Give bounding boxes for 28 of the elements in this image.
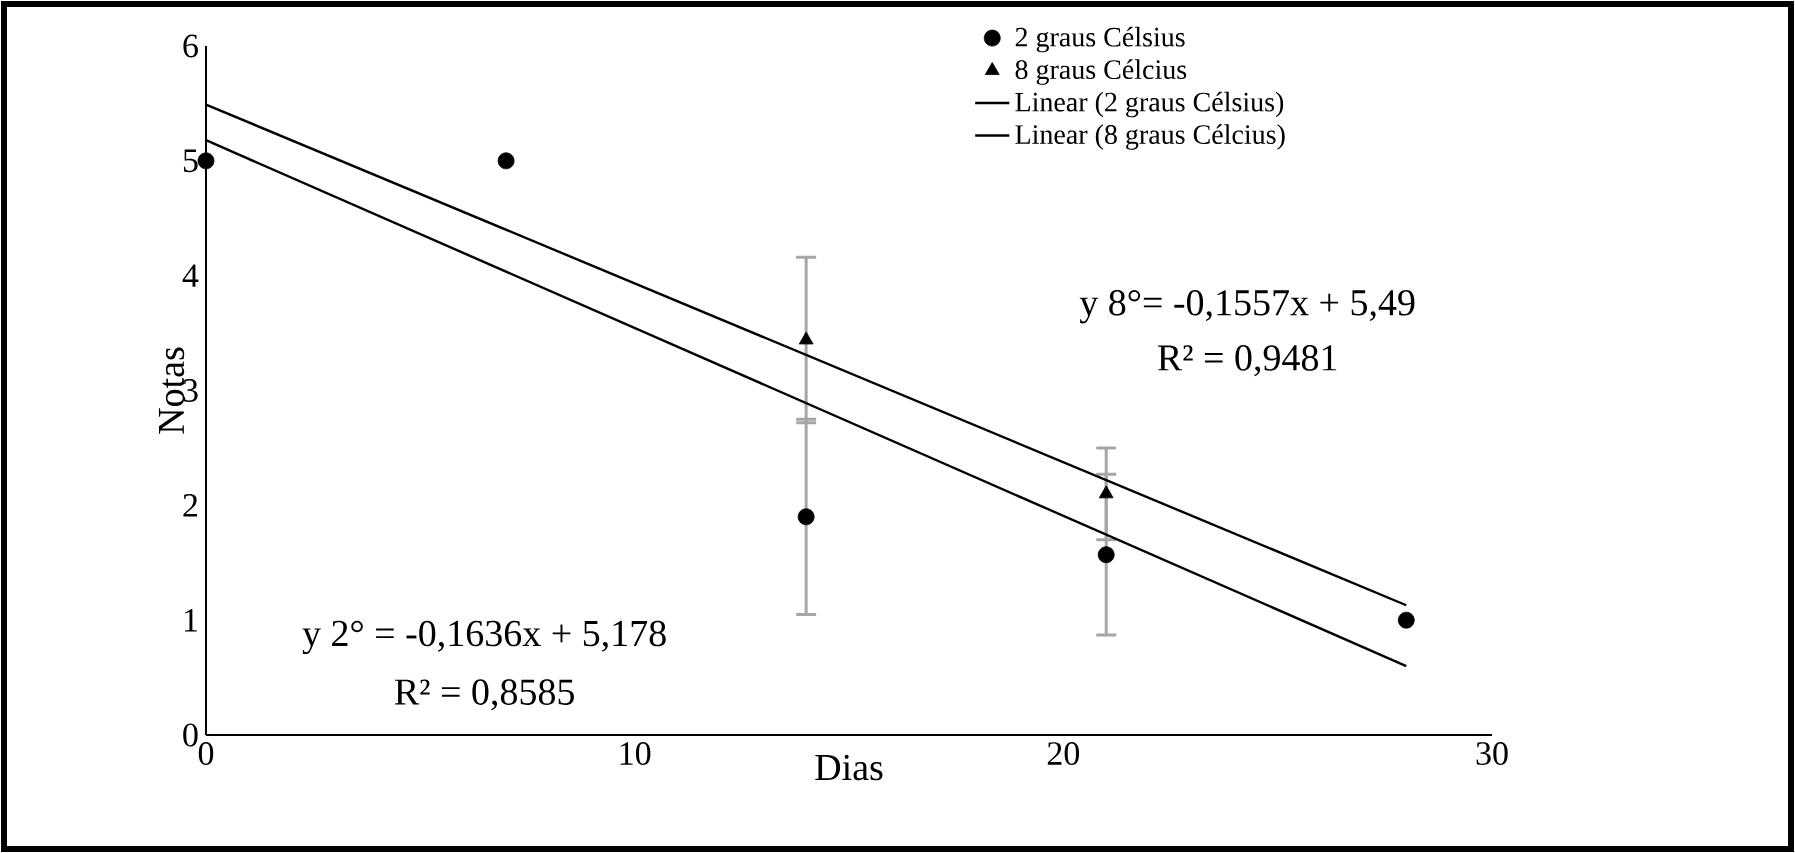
annotation: R² = 0,8585 [394,679,574,711]
y-tick-label: 6 [183,34,198,58]
legend-label: Linear (8 graus Célcius) [1015,124,1285,150]
point [1098,485,1114,499]
x-tick-label: 30 [1476,742,1508,766]
point [797,508,815,526]
point [497,152,515,170]
legend-label: 2 graus Célsius [1015,26,1185,53]
annotation: y 8°= -0,1557x + 5,49 [1079,289,1415,324]
x-axis-title: Dias [815,754,883,781]
point [1097,546,1115,564]
annotation: R² = 0,9481 [1157,345,1337,377]
y-tick-label: 0 [183,723,198,747]
x-tick-label: 20 [1047,742,1080,766]
y-tick-label: 1 [184,608,197,632]
x-tick-label: 0 [198,742,214,766]
legend-label: 8 graus Célcius [1015,59,1187,85]
x-tick-label: 10 [620,742,651,766]
point [197,152,215,170]
y-tick-label: 3 [183,379,198,402]
y-tick-label: 4 [182,264,199,287]
annotation: y 2° = -0,1636x + 5,178 [302,620,666,655]
point [1397,611,1415,629]
y-tick-label: 2 [183,494,198,517]
y-axis-title: Notas [158,347,185,434]
point [798,331,814,345]
legend-label: Linear (2 graus Célsius) [1015,91,1284,118]
y-tick-label: 5 [183,149,198,173]
